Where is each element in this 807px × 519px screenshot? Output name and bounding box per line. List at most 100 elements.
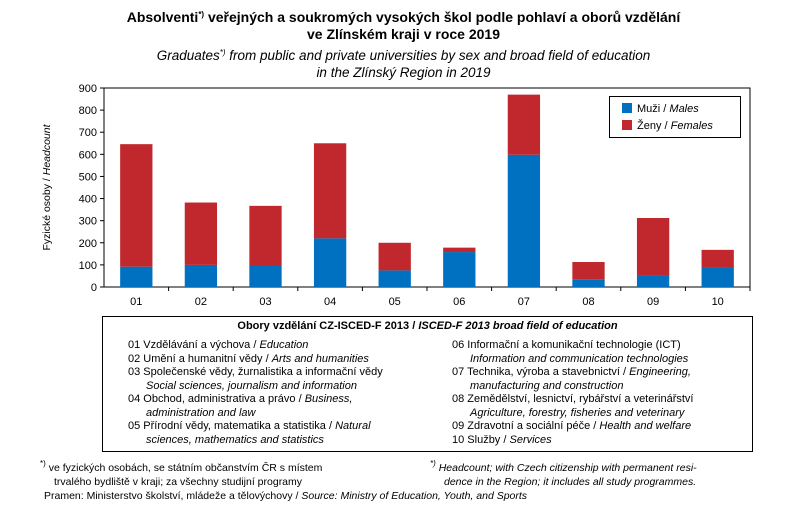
field-item-03: 03 Společenské vědy, žurnalistika a info… (128, 366, 383, 393)
field-en-line2: administration and law (146, 406, 256, 419)
field-item-09: 09 Zdravotní a sociální péče / Health an… (452, 420, 693, 434)
footnote-en: *) Headcount; with Czech citizenship wit… (430, 457, 697, 489)
y-tick-label: 100 (79, 260, 97, 272)
legend: Muži / Males Ženy / Females (609, 96, 741, 138)
y-tick-label: 600 (79, 149, 97, 161)
bar-males (636, 275, 670, 287)
field-cz: 10 Služby (452, 433, 501, 446)
y-tick-label: 800 (79, 105, 97, 117)
fields-heading-sep: / (409, 320, 419, 332)
field-item-10: 10 Služby / Services (452, 434, 693, 448)
field-cz: 06 Informační a komunikační technologie … (452, 339, 681, 351)
legend-label-females-cz: Ženy (637, 120, 662, 132)
bar-males (572, 279, 605, 287)
footnote-en-mark: *) (430, 459, 436, 468)
title-line2: ve Zlínském kraji v roce 2019 (306, 26, 500, 42)
bar-females (120, 144, 153, 267)
field-en-line2: Agriculture, forestry, fisheries and vet… (470, 406, 685, 419)
x-tick-label: 01 (130, 296, 142, 308)
y-tick-label: 900 (79, 83, 97, 95)
bar-females (249, 205, 282, 266)
field-cz: 08 Zemědělství, lesnictví, rybářství a v… (452, 393, 694, 405)
chart-subtitle: Graduates*) from public and private univ… (0, 44, 807, 81)
bar-males (313, 238, 347, 287)
field-item-06: 06 Informační a komunikační technologie … (452, 339, 693, 366)
x-tick-label: 04 (324, 296, 336, 308)
legend-item-females: Ženy / Females (622, 119, 713, 133)
x-tick-label: 10 (712, 296, 724, 308)
field-cz: 04 Obchod, administrativa a právo (128, 393, 296, 405)
field-en: Natural (335, 420, 371, 432)
fields-heading-en: ISCED-F 2013 broad field of education (418, 320, 618, 332)
field-en: Education (259, 339, 309, 351)
bar-females (184, 202, 218, 265)
subtitle-rest: from public and private universities by … (225, 48, 651, 63)
source-en: Source: Ministry of Education, Youth, an… (301, 490, 528, 502)
y-tick-label: 300 (79, 216, 97, 228)
chart-title: Absolventi*) veřejných a soukromých vyso… (0, 6, 807, 43)
y-tick-label: 500 (79, 171, 97, 183)
field-item-08: 08 Zemědělství, lesnictví, rybářství a v… (452, 393, 693, 420)
field-cz: 07 Technika, výroba a stavebnictví (452, 366, 620, 378)
fields-of-education-box: Obory vzdělání CZ-ISCED-F 2013 / ISCED-F… (102, 316, 753, 452)
title-rest: veřejných a soukromých vysokých škol pod… (204, 9, 681, 25)
legend-sep-females: / (661, 120, 671, 132)
x-tick-label: 08 (582, 296, 594, 308)
field-en: Services (509, 433, 552, 446)
legend-sep-males: / (660, 103, 670, 115)
y-tick-label: 0 (91, 282, 97, 294)
field-item-01: 01 Vzdělávání a výchova / Education (128, 339, 383, 353)
field-item-04: 04 Obchod, administrativa a právo / Busi… (128, 393, 383, 420)
fields-left-column: 01 Vzdělávání a výchova / Education 02 U… (128, 339, 383, 447)
bar-males (701, 267, 734, 287)
field-cz: 09 Zdravotní a sociální péče (452, 420, 591, 432)
title-footnote-mark: *) (198, 10, 205, 19)
legend-label-females-en: Females (670, 120, 713, 132)
field-cz: 02 Umění a humanitní vědy (128, 352, 263, 365)
subtitle-footnote-mark: *) (219, 48, 226, 57)
legend-swatch-males (622, 103, 632, 113)
field-cz: 03 Společenské vědy, žurnalistika a info… (128, 366, 383, 378)
source-cz: Pramen: Ministerstvo školství, mládeže a… (44, 490, 293, 502)
field-en-line2: sciences, mathematics and statistics (146, 433, 324, 446)
bar-males (120, 266, 153, 287)
bar-females (507, 94, 541, 155)
field-en-line2: Information and communication technologi… (470, 352, 689, 365)
subtitle-line2: in the Zlínský Region in 2019 (316, 65, 491, 80)
legend-item-males: Muži / Males (622, 102, 699, 116)
title-prefix: Absolventi (126, 9, 199, 25)
field-en-line2: Social sciences, journalism and informat… (146, 379, 357, 392)
field-en: Arts and humanities (271, 352, 369, 365)
legend-swatch-females (622, 120, 632, 130)
x-tick-label: 03 (259, 296, 271, 308)
footnote-en-line1: Headcount; with Czech citizenship with p… (435, 462, 697, 474)
y-tick-label: 700 (79, 127, 97, 139)
bar-females (313, 143, 347, 239)
bar-females (572, 262, 605, 280)
x-tick-label: 09 (647, 296, 659, 308)
legend-label-males-cz: Muži (637, 103, 661, 115)
fields-heading: Obory vzdělání CZ-ISCED-F 2013 / ISCED-F… (103, 320, 752, 332)
y-axis-label: Fyzické osoby / Headcount (41, 123, 53, 250)
footnote-cz-line2: trvalého bydliště v kraji; za všechny st… (54, 476, 303, 488)
bar-females (378, 242, 411, 271)
bar-females (701, 249, 734, 268)
footnote-en-line2: dence in the Region; it includes all stu… (444, 476, 697, 488)
field-sep: / (250, 339, 260, 351)
field-sep: / (590, 420, 600, 432)
subtitle-prefix: Graduates (156, 48, 220, 63)
fields-right-column: 06 Informační a komunikační technologie … (452, 339, 693, 447)
footnote-cz: *) ve fyzických osobách, se státním obča… (40, 457, 322, 489)
footnote-cz-mark: *) (40, 459, 46, 468)
source-sep: / (292, 490, 302, 502)
y-axis-label-en: Headcount (41, 123, 53, 175)
field-item-05: 05 Přírodní vědy, matematika a statistik… (128, 420, 383, 447)
field-item-07: 07 Technika, výroba a stavebnictví / Eng… (452, 366, 693, 393)
field-item-02: 02 Umění a humanitní vědy / Arts and hum… (128, 353, 383, 367)
field-cz: 05 Přírodní vědy, matematika a statistik… (128, 420, 326, 432)
bar-males (507, 154, 541, 287)
x-tick-label: 06 (453, 296, 465, 308)
legend-label-males-en: Males (669, 103, 699, 115)
field-cz: 01 Vzdělávání a výchova (128, 339, 251, 351)
y-tick-label: 200 (79, 238, 97, 250)
